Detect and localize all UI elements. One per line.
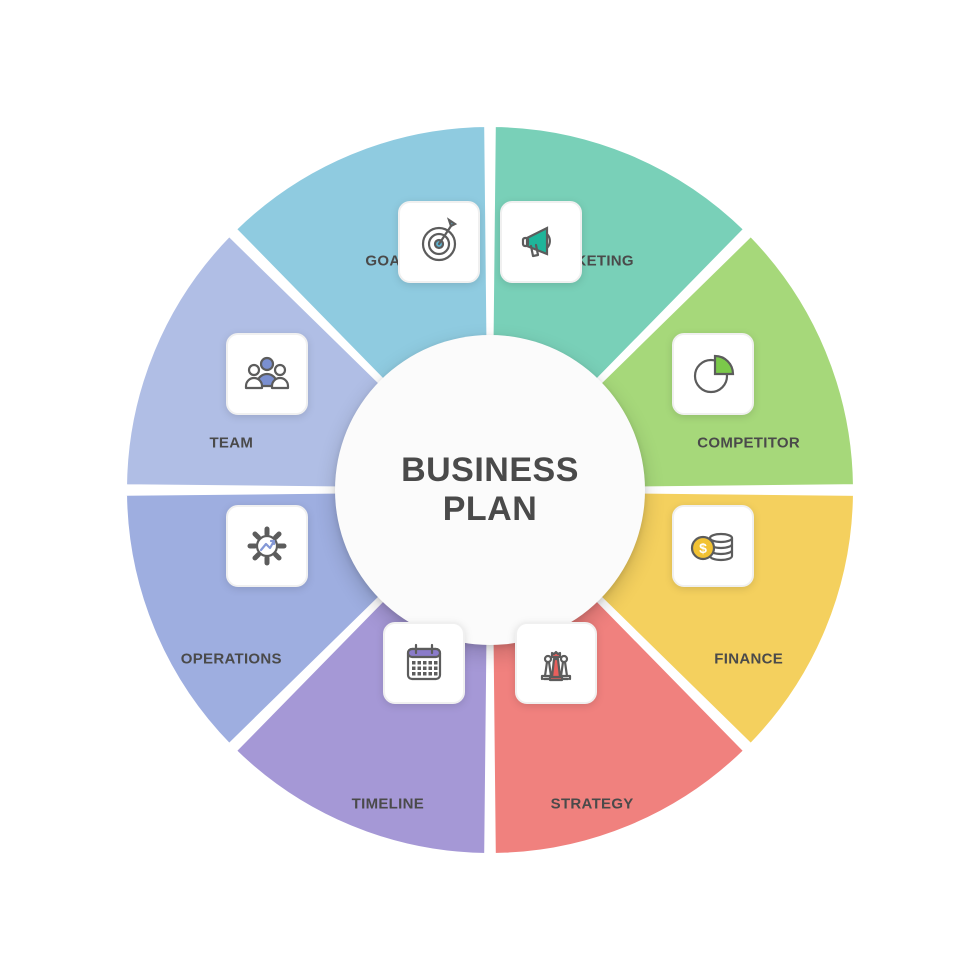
center-circle: BUSINESS PLAN <box>335 335 645 645</box>
icon-operations <box>226 505 308 587</box>
label-finance: FINANCE <box>714 651 783 668</box>
label-timeline: TIMELINE <box>352 795 424 812</box>
label-operations: OPERATIONS <box>181 651 282 668</box>
svg-text:$: $ <box>699 540 707 556</box>
icon-strategy <box>515 622 597 704</box>
icon-goals <box>398 201 480 283</box>
icon-team <box>226 333 308 415</box>
calendar-icon <box>396 635 452 691</box>
piechart-icon <box>685 346 741 402</box>
infographic-stage: BUSINESS PLAN MARKETING COMPETITOR FINAN… <box>0 0 980 980</box>
chess-icon <box>528 635 584 691</box>
label-competitor: COMPETITOR <box>697 434 800 451</box>
icon-marketing <box>500 201 582 283</box>
gear-icon <box>239 518 295 574</box>
icon-finance: $ <box>672 505 754 587</box>
team-icon <box>239 346 295 402</box>
megaphone-icon <box>513 214 569 270</box>
center-title: BUSINESS PLAN <box>401 451 579 529</box>
target-icon <box>411 214 467 270</box>
icon-competitor <box>672 333 754 415</box>
coins-icon: $ <box>685 518 741 574</box>
label-team: TEAM <box>209 434 253 451</box>
label-strategy: STRATEGY <box>551 795 634 812</box>
icon-timeline <box>383 622 465 704</box>
